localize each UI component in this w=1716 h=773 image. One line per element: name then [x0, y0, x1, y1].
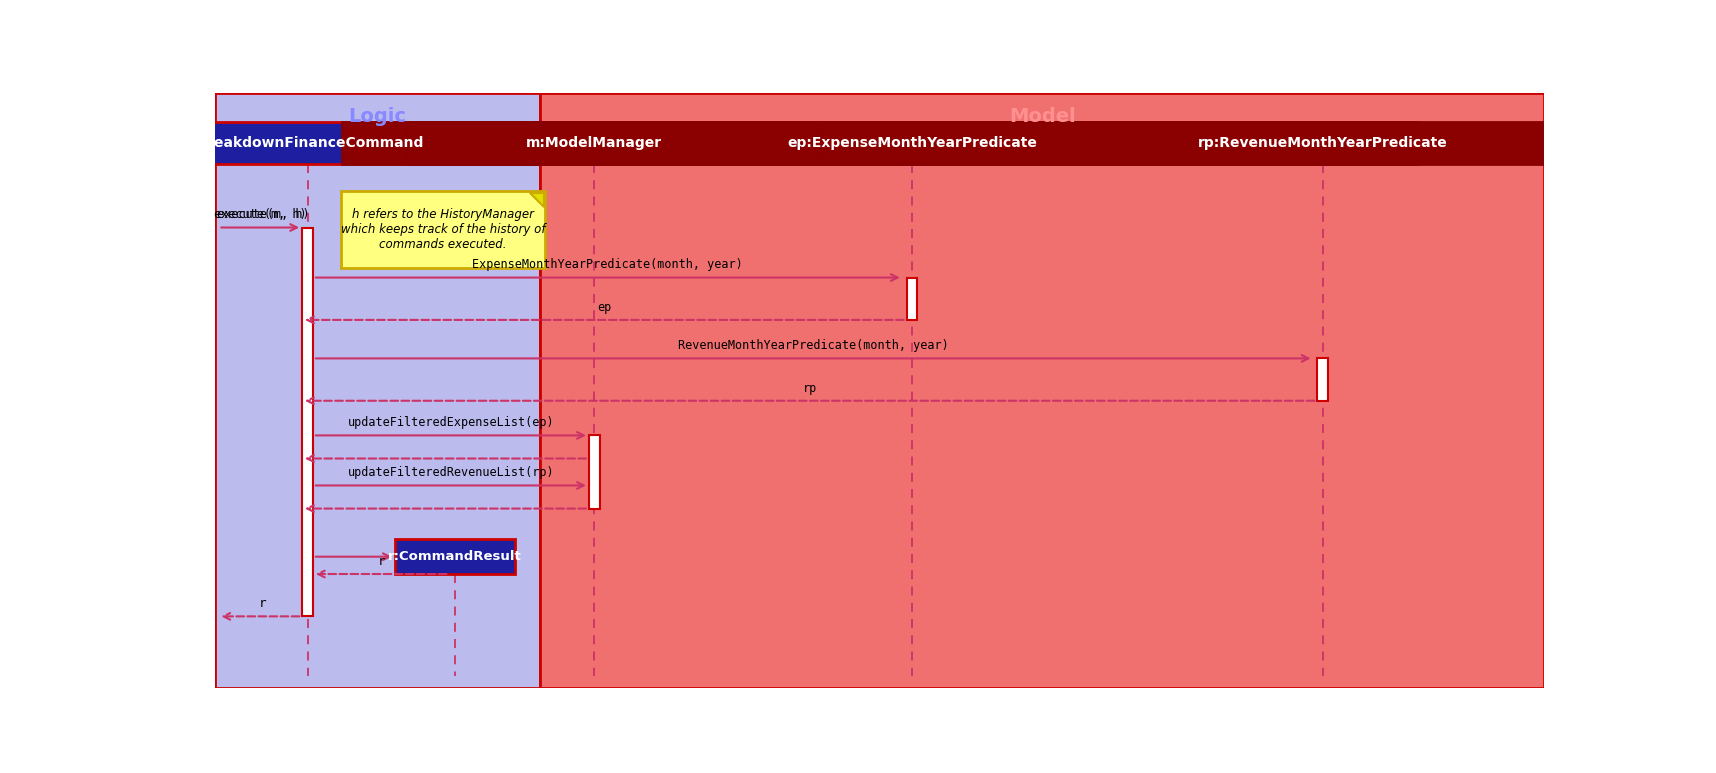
Text: execute(m, h): execute(m, h) [216, 209, 309, 221]
Bar [302, 227, 312, 616]
Bar [819, 122, 1716, 165]
Bar [214, 93, 541, 688]
Text: rp: rp [803, 382, 817, 394]
Text: execute(m, h): execute(m, h) [214, 209, 307, 221]
Bar [589, 435, 599, 509]
Bar [0, 122, 740, 165]
Bar [341, 122, 846, 165]
Text: Logic: Logic [348, 107, 407, 126]
Text: r: r [378, 555, 384, 568]
Bar [541, 93, 1544, 688]
Bar [1318, 359, 1328, 400]
Text: h refers to the HistoryManager
which keeps track of the history of
commands exec: h refers to the HistoryManager which kee… [341, 208, 546, 251]
Text: updateFilteredExpenseList(ep): updateFilteredExpenseList(ep) [348, 416, 554, 429]
Text: ep: ep [597, 301, 611, 314]
Text: r: r [259, 598, 266, 610]
Polygon shape [530, 192, 544, 206]
Bar [906, 278, 918, 320]
Text: rp:RevenueMonthYearPredicate: rp:RevenueMonthYearPredicate [1198, 136, 1448, 150]
Text: :BreakdownFinanceCommand: :BreakdownFinanceCommand [190, 136, 424, 150]
Text: ep:ExpenseMonthYearPredicate: ep:ExpenseMonthYearPredicate [788, 136, 1036, 150]
FancyBboxPatch shape [341, 192, 546, 267]
Text: Model: Model [1009, 107, 1076, 126]
Text: RevenueMonthYearPredicate(month, year): RevenueMonthYearPredicate(month, year) [678, 339, 949, 352]
Text: r:CommandResult: r:CommandResult [388, 550, 522, 564]
Text: ExpenseMonthYearPredicate(month, year): ExpenseMonthYearPredicate(month, year) [472, 258, 743, 271]
Bar [395, 540, 515, 574]
Bar [407, 122, 1416, 165]
Text: updateFilteredRevenueList(rp): updateFilteredRevenueList(rp) [348, 466, 554, 479]
Text: m:ModelManager: m:ModelManager [527, 136, 662, 150]
